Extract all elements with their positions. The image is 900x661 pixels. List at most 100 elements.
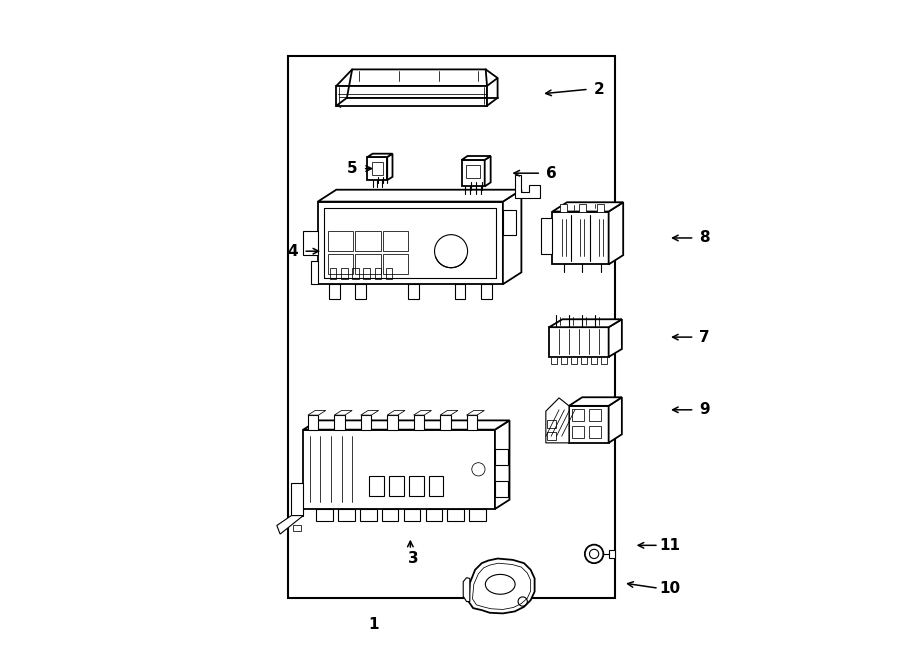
Bar: [324, 233, 335, 239]
Polygon shape: [569, 406, 608, 443]
Polygon shape: [553, 212, 608, 264]
Bar: [428, 476, 444, 496]
Bar: [372, 162, 382, 175]
Polygon shape: [337, 86, 487, 106]
Bar: [561, 204, 567, 212]
Text: 3: 3: [409, 551, 419, 566]
Polygon shape: [569, 397, 622, 406]
Bar: [328, 231, 353, 251]
Polygon shape: [318, 202, 503, 284]
Polygon shape: [440, 410, 458, 415]
Polygon shape: [414, 410, 431, 415]
Bar: [387, 415, 398, 430]
Text: 4: 4: [287, 244, 298, 258]
Bar: [466, 415, 477, 430]
Bar: [561, 357, 567, 364]
Bar: [329, 268, 337, 279]
Polygon shape: [503, 190, 521, 284]
Bar: [356, 254, 381, 274]
Polygon shape: [495, 420, 509, 509]
Polygon shape: [303, 430, 495, 509]
Bar: [495, 449, 508, 465]
Bar: [329, 284, 339, 299]
Polygon shape: [308, 410, 326, 415]
Bar: [547, 432, 556, 440]
Bar: [608, 550, 616, 558]
Bar: [600, 357, 607, 364]
Bar: [482, 284, 491, 299]
Bar: [589, 409, 600, 421]
Text: 10: 10: [659, 581, 680, 596]
Bar: [572, 409, 584, 421]
Bar: [589, 426, 600, 438]
Polygon shape: [318, 190, 521, 202]
Bar: [469, 509, 486, 521]
Bar: [572, 426, 584, 438]
Bar: [369, 476, 384, 496]
Polygon shape: [387, 154, 392, 180]
Polygon shape: [515, 175, 540, 198]
Bar: [466, 165, 480, 178]
Polygon shape: [487, 78, 498, 106]
Bar: [383, 231, 409, 251]
Bar: [409, 284, 419, 299]
Bar: [414, 415, 424, 430]
Bar: [447, 509, 464, 521]
Bar: [334, 415, 345, 430]
Bar: [328, 254, 353, 274]
Polygon shape: [338, 237, 343, 260]
Polygon shape: [337, 69, 487, 86]
Bar: [367, 157, 387, 180]
Bar: [590, 357, 597, 364]
Bar: [571, 357, 577, 364]
Polygon shape: [303, 420, 509, 430]
Bar: [374, 268, 382, 279]
Polygon shape: [464, 578, 470, 602]
Polygon shape: [334, 410, 352, 415]
Bar: [356, 284, 366, 299]
Polygon shape: [466, 410, 484, 415]
Polygon shape: [311, 261, 318, 284]
Bar: [495, 481, 508, 497]
Bar: [426, 509, 442, 521]
Polygon shape: [608, 202, 623, 264]
Polygon shape: [292, 483, 303, 516]
Text: 11: 11: [659, 538, 680, 553]
Bar: [386, 268, 392, 279]
Text: 8: 8: [699, 231, 710, 245]
Bar: [356, 231, 381, 251]
Polygon shape: [361, 410, 379, 415]
Bar: [292, 525, 301, 531]
Bar: [382, 509, 399, 521]
Polygon shape: [549, 327, 608, 357]
Bar: [389, 476, 404, 496]
Bar: [360, 509, 376, 521]
Bar: [462, 160, 485, 186]
Bar: [598, 204, 604, 212]
Bar: [383, 254, 409, 274]
Polygon shape: [549, 319, 622, 327]
Text: 1: 1: [369, 617, 379, 632]
Bar: [440, 415, 451, 430]
Polygon shape: [462, 156, 490, 160]
Bar: [317, 509, 333, 521]
Bar: [547, 420, 556, 428]
Text: 5: 5: [346, 161, 357, 176]
Polygon shape: [541, 218, 553, 254]
Text: 2: 2: [593, 82, 604, 97]
Bar: [404, 509, 420, 521]
Bar: [409, 476, 424, 496]
Bar: [579, 204, 586, 212]
Polygon shape: [321, 237, 343, 239]
Polygon shape: [545, 398, 569, 443]
Bar: [580, 357, 587, 364]
Bar: [324, 260, 335, 266]
Bar: [361, 415, 372, 430]
Polygon shape: [608, 319, 622, 357]
Bar: [364, 268, 370, 279]
Bar: [338, 509, 355, 521]
Polygon shape: [387, 410, 405, 415]
Bar: [551, 357, 557, 364]
Polygon shape: [469, 559, 535, 613]
Polygon shape: [485, 156, 490, 186]
